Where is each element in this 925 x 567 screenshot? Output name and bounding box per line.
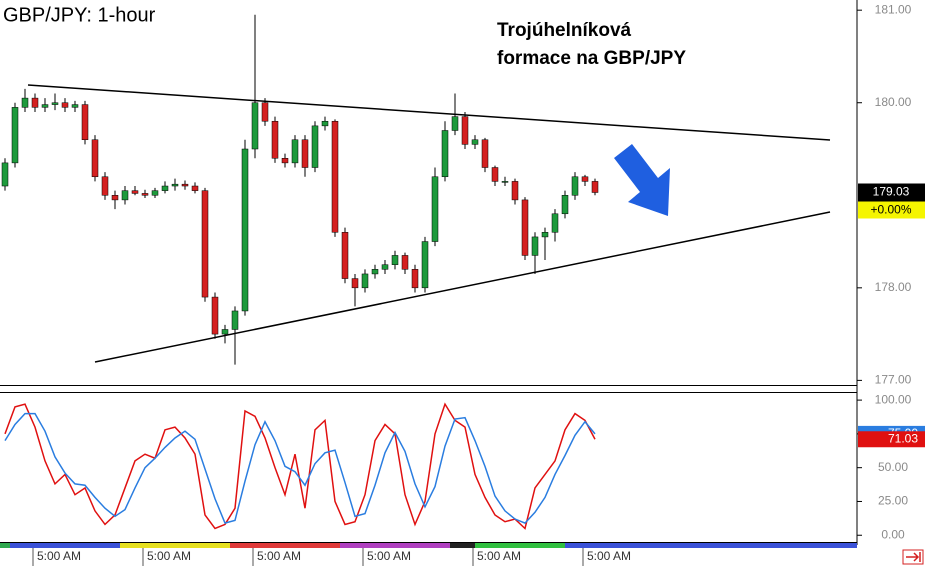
candle-body <box>171 183 179 187</box>
candle-body <box>411 269 419 289</box>
candle-body <box>41 104 49 108</box>
x-tick-label: 5:00 AM <box>257 549 301 563</box>
candle-body <box>551 213 559 233</box>
value-tag-label: 71.03 <box>888 431 918 445</box>
candle-body <box>181 183 189 187</box>
candle-body <box>531 236 539 256</box>
x-tick-label: 5:00 AM <box>477 549 521 563</box>
candle-body <box>451 116 459 131</box>
candle-body <box>521 199 529 256</box>
candle-body <box>501 181 509 183</box>
candle-body <box>101 176 109 196</box>
trend-line <box>27 84 831 141</box>
candle-body <box>131 190 139 194</box>
y-tick-label: 177.00 <box>875 373 912 387</box>
trend-line <box>94 211 831 363</box>
candle-body <box>201 190 209 298</box>
candle-body <box>331 120 339 233</box>
candle-body <box>311 125 319 168</box>
change-tag-label: +0.00% <box>870 203 911 217</box>
session-bar <box>230 543 340 548</box>
arrow <box>614 144 670 216</box>
candle-body <box>591 181 599 193</box>
candle-body <box>31 97 39 108</box>
candle-body <box>121 190 129 201</box>
candle-body <box>461 116 469 145</box>
candle-body <box>71 104 79 108</box>
candle-body <box>221 329 229 335</box>
candle-body <box>381 264 389 270</box>
candle-body <box>191 185 199 191</box>
y-tick-label: 178.00 <box>875 280 912 294</box>
x-tick-label: 5:00 AM <box>367 549 411 563</box>
y-tick-label: 180.00 <box>875 95 912 109</box>
x-tick-label: 5:00 AM <box>587 549 631 563</box>
candle-body <box>571 176 579 196</box>
candle-body <box>471 139 479 145</box>
scroll-icon <box>906 552 921 562</box>
candle-body <box>371 269 379 275</box>
candle-body <box>491 167 499 182</box>
candle-body <box>211 296 219 335</box>
candle-body <box>581 176 589 182</box>
candle-body <box>281 158 289 164</box>
session-bar <box>475 543 565 548</box>
y-tick-label: 0.00 <box>881 527 905 541</box>
value-tag <box>858 431 925 448</box>
candle-body <box>561 195 569 215</box>
candle-body <box>431 176 439 242</box>
candle-body <box>361 273 369 289</box>
price-tag-label: 179.03 <box>873 185 910 199</box>
y-tick-label: 181.00 <box>875 2 912 16</box>
candle-body <box>301 139 309 168</box>
candle-body <box>351 278 359 289</box>
candle-body <box>231 310 239 330</box>
candle-body <box>1 162 9 187</box>
y-tick-label: 100.00 <box>875 392 912 406</box>
candle-body <box>91 139 99 178</box>
candle-body <box>261 102 269 122</box>
candle-body <box>321 120 329 127</box>
candle-body <box>161 185 169 191</box>
candle-body <box>291 139 299 164</box>
y-tick-label: 50.00 <box>878 460 908 474</box>
candle-body <box>141 193 149 196</box>
candle-body <box>251 102 259 150</box>
session-bar <box>120 543 230 548</box>
candle-body <box>391 255 399 265</box>
candle-body <box>441 130 449 178</box>
y-tick-label: 25.00 <box>878 494 908 508</box>
stoch-line <box>4 402 596 530</box>
stoch-line <box>4 412 596 524</box>
candle-body <box>11 107 19 164</box>
candle-body <box>421 241 429 289</box>
x-tick-label: 5:00 AM <box>37 549 81 563</box>
candle-body <box>81 104 89 140</box>
session-bar <box>0 543 10 548</box>
candle-body <box>481 139 489 168</box>
change-tag <box>858 201 925 219</box>
chart-title: GBP/JPY: 1-hour <box>3 4 156 26</box>
x-tick-label: 5:00 AM <box>147 549 191 563</box>
session-bar <box>565 543 857 548</box>
annotation: formace na GBP/JPY <box>497 48 686 69</box>
price-tag <box>858 183 925 202</box>
candle-body <box>61 102 69 108</box>
candle-body <box>241 148 249 312</box>
session-bar <box>340 543 450 548</box>
candle-body <box>21 97 29 108</box>
annotation: Trojúhelníková <box>497 20 632 41</box>
candle-body <box>151 190 159 196</box>
candle-body <box>271 120 279 159</box>
candle-body <box>401 255 409 270</box>
candle-body <box>341 232 349 279</box>
candle-body <box>111 195 119 201</box>
candle-body <box>511 181 519 201</box>
candle-body <box>51 102 59 105</box>
candle-body <box>541 232 549 238</box>
session-bar <box>10 543 120 548</box>
session-bar <box>450 543 475 548</box>
